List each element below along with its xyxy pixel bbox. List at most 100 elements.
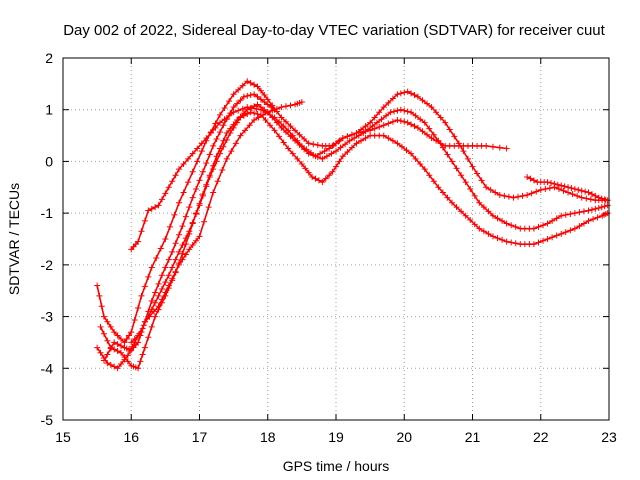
data-point — [244, 92, 251, 99]
data-point — [408, 121, 415, 128]
data-point — [376, 123, 383, 130]
data-point — [114, 332, 121, 339]
data-point — [567, 227, 574, 234]
data-point — [604, 202, 611, 209]
data-point — [437, 114, 444, 121]
data-point — [494, 235, 501, 242]
data-point — [585, 217, 592, 224]
x-tick-label: 17 — [192, 429, 208, 445]
data-point — [176, 199, 183, 206]
data-point — [135, 304, 142, 311]
data-point — [198, 140, 205, 147]
data-point — [111, 339, 118, 346]
data-point — [487, 186, 494, 193]
data-point — [314, 142, 321, 149]
data-point — [141, 283, 148, 290]
data-point — [451, 133, 458, 140]
data-point — [565, 184, 572, 191]
data-point — [512, 240, 519, 247]
data-point — [292, 137, 299, 144]
data-point — [128, 329, 135, 336]
data-point — [401, 118, 408, 125]
data-point — [152, 204, 159, 211]
data-point — [135, 365, 142, 372]
data-point — [601, 203, 608, 210]
data-point — [333, 140, 339, 147]
data-point — [139, 351, 146, 358]
data-point — [528, 190, 535, 197]
data-point — [590, 216, 597, 223]
data-point — [153, 254, 160, 261]
data-point — [604, 197, 611, 204]
data-point — [261, 98, 268, 105]
data-point — [362, 123, 369, 130]
data-point — [186, 246, 193, 253]
data-point — [333, 148, 339, 155]
data-point — [206, 172, 213, 179]
data-point — [186, 204, 193, 211]
data-point — [212, 120, 219, 127]
data-point — [419, 128, 426, 135]
data-point — [141, 318, 148, 325]
data-point — [411, 92, 418, 99]
data-point — [114, 348, 121, 355]
data-point — [336, 137, 343, 144]
data-point — [319, 179, 326, 186]
data-point — [540, 222, 547, 229]
data-point — [155, 202, 162, 209]
y-tick-label: -2 — [41, 257, 54, 273]
data-point — [138, 292, 145, 299]
data-point — [544, 179, 551, 186]
data-point — [380, 132, 387, 139]
data-point — [397, 106, 404, 113]
data-point — [328, 150, 335, 157]
data-point — [508, 222, 515, 229]
data-point — [194, 145, 201, 152]
data-point — [401, 107, 408, 114]
data-point — [555, 186, 562, 193]
data-point — [485, 230, 492, 237]
series-layer — [94, 78, 611, 372]
data-point — [189, 168, 196, 175]
data-point — [261, 92, 268, 99]
data-point — [216, 111, 223, 118]
series-track-6 — [128, 91, 278, 346]
data-point — [583, 195, 590, 202]
data-point — [155, 292, 162, 299]
data-point — [135, 238, 142, 245]
data-point — [145, 207, 152, 214]
data-point — [162, 264, 169, 271]
data-point — [104, 360, 111, 367]
data-point — [292, 127, 299, 134]
data-point — [467, 217, 474, 224]
data-point — [287, 102, 294, 109]
data-point — [369, 123, 376, 130]
data-point — [530, 225, 537, 232]
data-point — [592, 192, 599, 199]
data-point — [271, 106, 278, 113]
data-point — [442, 119, 449, 126]
data-point — [588, 206, 595, 213]
data-point — [444, 151, 451, 158]
x-tick-label: 23 — [601, 429, 617, 445]
data-point — [282, 103, 289, 110]
data-point — [530, 241, 537, 248]
y-axis-label: SDTVAR / TECUs — [6, 183, 22, 295]
data-point — [364, 126, 371, 133]
data-point — [412, 112, 419, 119]
y-tick-label: -3 — [41, 309, 54, 325]
data-point — [414, 124, 421, 131]
data-point — [135, 339, 142, 346]
data-point — [588, 191, 595, 198]
data-point — [317, 150, 324, 157]
data-point — [201, 218, 208, 225]
data-point — [348, 144, 355, 151]
data-point — [94, 344, 101, 351]
data-point — [553, 232, 560, 239]
data-point — [199, 191, 206, 198]
data-point — [254, 83, 261, 90]
data-point — [261, 106, 268, 113]
series-track-2 — [94, 78, 609, 346]
data-point — [206, 151, 213, 158]
